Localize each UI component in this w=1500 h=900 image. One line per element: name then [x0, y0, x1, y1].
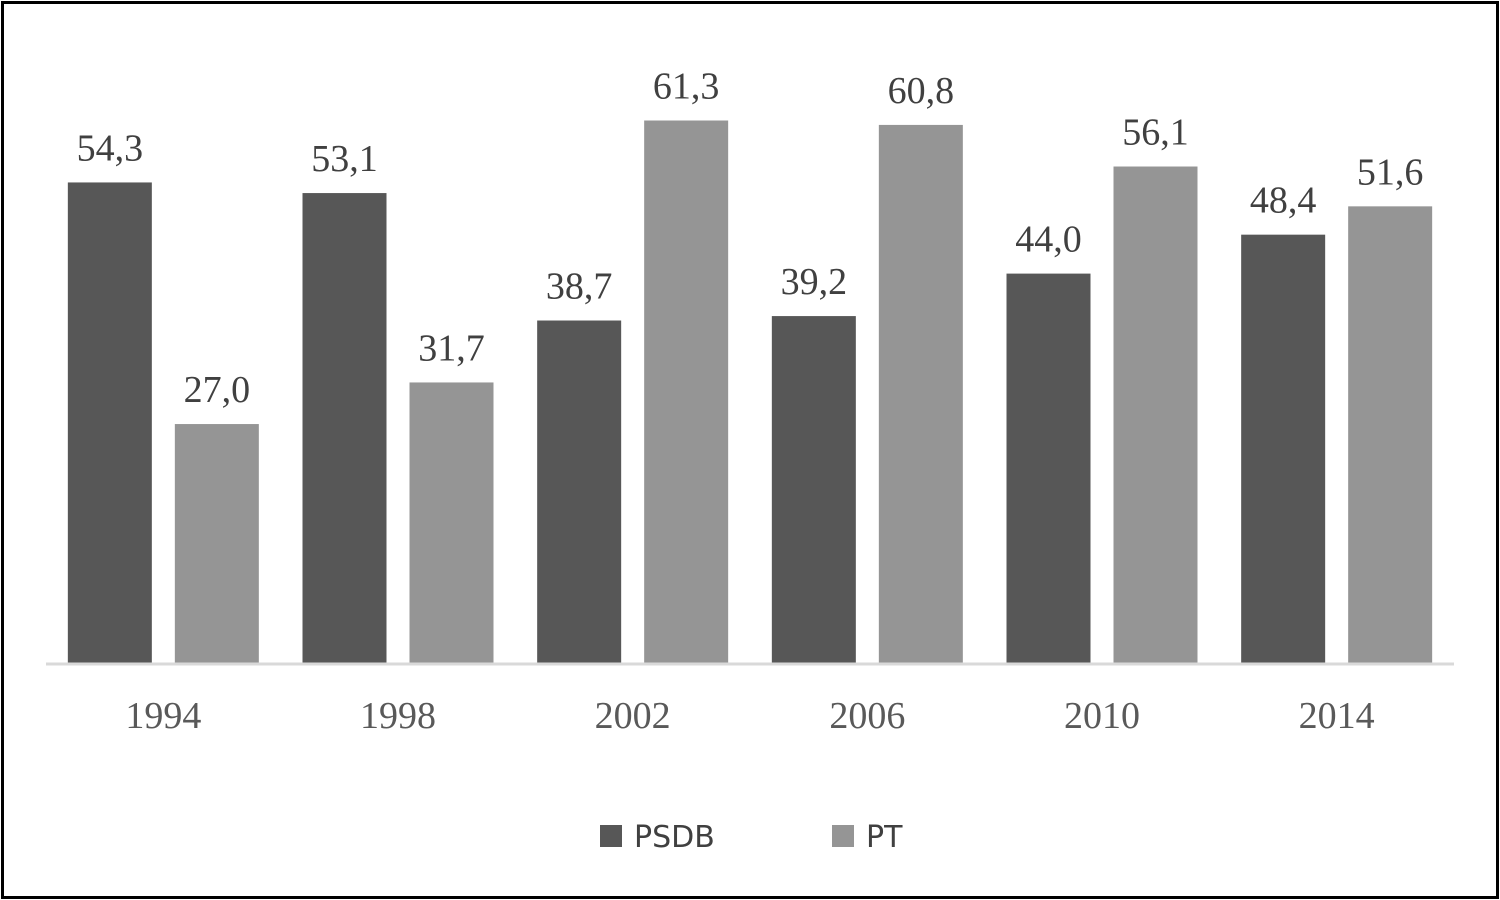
data-label-psdb-2006: 39,2: [781, 261, 848, 303]
bar-pt-1998: [409, 382, 494, 663]
legend-swatch-psdb: [600, 825, 622, 847]
bar-pt-2014: [1348, 206, 1433, 663]
bars-layer: [67, 120, 1433, 664]
bar-psdb-2006: [771, 316, 856, 663]
x-tick-label-2002: 2002: [595, 695, 671, 737]
legend-label-pt: PT: [866, 820, 903, 855]
value-labels-layer: 54,3 27,0 53,1 31,7 38,7 61,3 39,2 60,8 44,0 56,1…: [77, 65, 1424, 411]
data-label-pt-2006: 60,8: [888, 70, 955, 112]
data-label-psdb-1994: 54,3: [77, 127, 144, 169]
x-tick-label-2006: 2006: [829, 695, 905, 737]
data-label-pt-2002: 61,3: [653, 65, 720, 107]
bar-psdb-1994: [67, 182, 152, 663]
bar-psdb-2014: [1241, 234, 1326, 663]
legend-swatch-pt: [832, 825, 854, 847]
data-label-psdb-2002: 38,7: [546, 266, 613, 308]
data-label-psdb-2014: 48,4: [1250, 180, 1317, 222]
bar-pt-2002: [644, 120, 729, 664]
data-label-pt-1994: 27,0: [184, 369, 251, 411]
x-tick-labels-layer: 1994 1998 2002 2006 2010 2014: [125, 695, 1374, 737]
data-label-psdb-1998: 53,1: [311, 138, 378, 180]
bar-pt-1994: [174, 424, 259, 663]
bar-pt-2006: [878, 124, 963, 664]
x-tick-label-2014: 2014: [1299, 695, 1375, 737]
bar-psdb-1998: [302, 193, 387, 663]
data-label-pt-2010: 56,1: [1122, 112, 1189, 154]
x-tick-label-2010: 2010: [1064, 695, 1140, 737]
bar-pt-2010: [1113, 166, 1198, 663]
bar-psdb-2010: [1006, 273, 1091, 663]
data-label-pt-1998: 31,7: [418, 327, 485, 369]
bar-psdb-2002: [537, 320, 622, 663]
x-tick-label-1998: 1998: [360, 695, 436, 737]
data-label-psdb-2010: 44,0: [1015, 219, 1082, 261]
data-label-pt-2014: 51,6: [1357, 151, 1424, 193]
legend: PSDB PT: [600, 820, 903, 855]
legend-label-psdb: PSDB: [634, 820, 715, 855]
x-tick-label-1994: 1994: [125, 695, 201, 737]
